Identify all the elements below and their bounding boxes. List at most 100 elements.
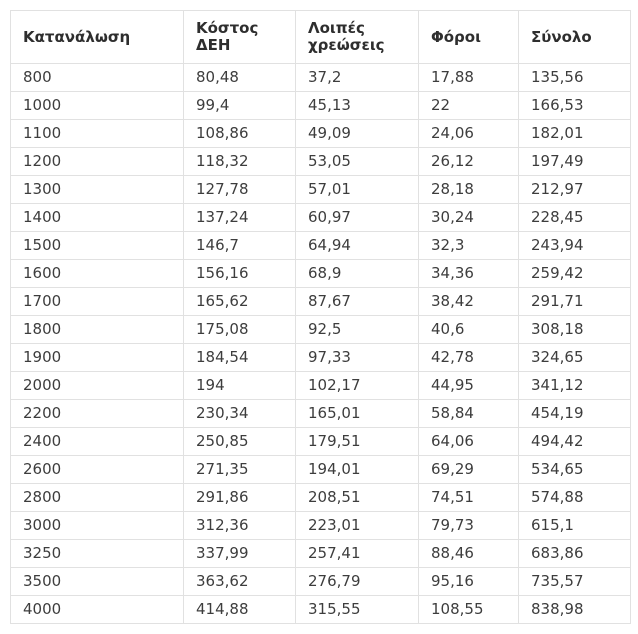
table-cell: 534,65 bbox=[518, 455, 631, 484]
table-cell: 28,18 bbox=[418, 175, 519, 204]
table-cell: 34,36 bbox=[418, 259, 519, 288]
table-cell: 838,98 bbox=[518, 595, 631, 624]
table-cell: 291,86 bbox=[183, 483, 296, 512]
table-cell: 194 bbox=[183, 371, 296, 400]
table-cell: 118,32 bbox=[183, 147, 296, 176]
table-cell: 1300 bbox=[10, 175, 184, 204]
table-cell: 79,73 bbox=[418, 511, 519, 540]
table-cell: 30,24 bbox=[418, 203, 519, 232]
table-cell: 194,01 bbox=[295, 455, 419, 484]
table-row: 3250 337,99 257,41 88,46 683,86 bbox=[10, 539, 631, 568]
table-cell: 108,55 bbox=[418, 595, 519, 624]
table-cell: 414,88 bbox=[183, 595, 296, 624]
table-cell: 40,6 bbox=[418, 315, 519, 344]
table-cell: 1100 bbox=[10, 119, 184, 148]
table-cell: 17,88 bbox=[418, 63, 519, 92]
table-row: 1800 175,08 92,5 40,6 308,18 bbox=[10, 315, 631, 344]
table-cell: 276,79 bbox=[295, 567, 419, 596]
table-cell: 228,45 bbox=[518, 203, 631, 232]
table-cell: 22 bbox=[418, 91, 519, 120]
table-cell: 165,01 bbox=[295, 399, 419, 428]
table-cell: 64,06 bbox=[418, 427, 519, 456]
table-cell: 615,1 bbox=[518, 511, 631, 540]
table-cell: 800 bbox=[10, 63, 184, 92]
table-cell: 137,24 bbox=[183, 203, 296, 232]
table-row: 2600 271,35 194,01 69,29 534,65 bbox=[10, 455, 631, 484]
table-row: 2200 230,34 165,01 58,84 454,19 bbox=[10, 399, 631, 428]
table-cell: 223,01 bbox=[295, 511, 419, 540]
table-cell: 312,36 bbox=[183, 511, 296, 540]
table-cell: 38,42 bbox=[418, 287, 519, 316]
table-row: 2400 250,85 179,51 64,06 494,42 bbox=[10, 427, 631, 456]
table-cell: 58,84 bbox=[418, 399, 519, 428]
table-cell: 363,62 bbox=[183, 567, 296, 596]
table-cell: 182,01 bbox=[518, 119, 631, 148]
table-cell: 197,49 bbox=[518, 147, 631, 176]
table-cell: 57,01 bbox=[295, 175, 419, 204]
table-cell: 26,12 bbox=[418, 147, 519, 176]
table-row: 1400 137,24 60,97 30,24 228,45 bbox=[10, 203, 631, 232]
table-cell: 341,12 bbox=[518, 371, 631, 400]
table-cell: 271,35 bbox=[183, 455, 296, 484]
table-cell: 324,65 bbox=[518, 343, 631, 372]
table-cell: 175,08 bbox=[183, 315, 296, 344]
table-cell: 2200 bbox=[10, 399, 184, 428]
table-cell: 97,33 bbox=[295, 343, 419, 372]
column-header-2: Λοιπές χρεώσεις bbox=[295, 10, 419, 64]
table-row: 2000 194 102,17 44,95 341,12 bbox=[10, 371, 631, 400]
table-cell: 108,86 bbox=[183, 119, 296, 148]
table-cell: 42,78 bbox=[418, 343, 519, 372]
table-cell: 88,46 bbox=[418, 539, 519, 568]
table-cell: 135,56 bbox=[518, 63, 631, 92]
table-cell: 184,54 bbox=[183, 343, 296, 372]
table-cell: 257,41 bbox=[295, 539, 419, 568]
table-cell: 102,17 bbox=[295, 371, 419, 400]
table-cell: 92,5 bbox=[295, 315, 419, 344]
table-cell: 156,16 bbox=[183, 259, 296, 288]
table-cell: 87,67 bbox=[295, 287, 419, 316]
table-cell: 1400 bbox=[10, 203, 184, 232]
table-cell: 146,7 bbox=[183, 231, 296, 260]
table-cell: 127,78 bbox=[183, 175, 296, 204]
table-cell: 291,71 bbox=[518, 287, 631, 316]
table-cell: 24,06 bbox=[418, 119, 519, 148]
table-cell: 315,55 bbox=[295, 595, 419, 624]
table-row: 1100 108,86 49,09 24,06 182,01 bbox=[10, 119, 631, 148]
table-cell: 2000 bbox=[10, 371, 184, 400]
table-cell: 95,16 bbox=[418, 567, 519, 596]
electricity-cost-table: Κατανάλωση Κόστος ΔΕΗ Λοιπές χρεώσεις Φόροι… bbox=[10, 10, 631, 624]
table-cell: 165,62 bbox=[183, 287, 296, 316]
table-cell: 1500 bbox=[10, 231, 184, 260]
table-cell: 1200 bbox=[10, 147, 184, 176]
table-cell: 1800 bbox=[10, 315, 184, 344]
table-cell: 454,19 bbox=[518, 399, 631, 428]
column-header-3: Φόροι bbox=[418, 10, 519, 64]
table-cell: 4000 bbox=[10, 595, 184, 624]
table-cell: 74,51 bbox=[418, 483, 519, 512]
table-row: 1700 165,62 87,67 38,42 291,71 bbox=[10, 287, 631, 316]
table-cell: 44,95 bbox=[418, 371, 519, 400]
table-cell: 208,51 bbox=[295, 483, 419, 512]
table-cell: 68,9 bbox=[295, 259, 419, 288]
table-row: 2800 291,86 208,51 74,51 574,88 bbox=[10, 483, 631, 512]
table-cell: 69,29 bbox=[418, 455, 519, 484]
column-header-4: Σύνολο bbox=[518, 10, 631, 64]
table-cell: 2800 bbox=[10, 483, 184, 512]
table-row: 1000 99,4 45,13 22 166,53 bbox=[10, 91, 631, 120]
table-cell: 3250 bbox=[10, 539, 184, 568]
table-cell: 243,94 bbox=[518, 231, 631, 260]
table-row: 1500 146,7 64,94 32,3 243,94 bbox=[10, 231, 631, 260]
table-cell: 3000 bbox=[10, 511, 184, 540]
table-cell: 574,88 bbox=[518, 483, 631, 512]
table-cell: 64,94 bbox=[295, 231, 419, 260]
table-cell: 1700 bbox=[10, 287, 184, 316]
column-header-1: Κόστος ΔΕΗ bbox=[183, 10, 296, 64]
table-cell: 3500 bbox=[10, 567, 184, 596]
table-cell: 259,42 bbox=[518, 259, 631, 288]
column-header-0: Κατανάλωση bbox=[10, 10, 184, 64]
table-cell: 60,97 bbox=[295, 203, 419, 232]
table-row: 1300 127,78 57,01 28,18 212,97 bbox=[10, 175, 631, 204]
table-cell: 1600 bbox=[10, 259, 184, 288]
table-body: 800 80,48 37,2 17,88 135,56 1000 99,4 45,13 22 16… bbox=[10, 63, 631, 624]
